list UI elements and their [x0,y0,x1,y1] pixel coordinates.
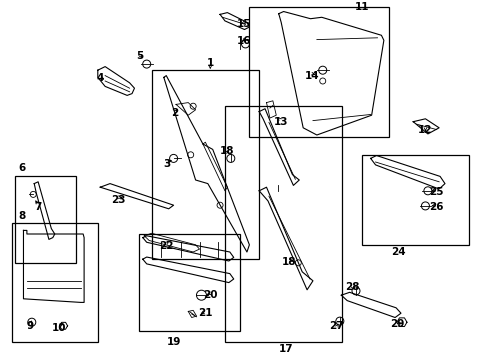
Text: 21: 21 [198,308,212,318]
Text: 22: 22 [159,240,173,251]
Bar [12,223,98,342]
Text: 24: 24 [390,247,405,257]
Text: 16: 16 [237,36,251,46]
Text: 17: 17 [278,344,293,354]
Bar [139,234,239,331]
Text: 18: 18 [219,146,234,156]
Text: 1: 1 [206,58,213,68]
Text: 14: 14 [304,71,319,81]
Text: 9: 9 [27,321,34,331]
Text: 25: 25 [428,186,443,197]
Text: 11: 11 [354,2,368,12]
Bar [224,106,342,342]
Text: 10: 10 [51,323,66,333]
Text: 27: 27 [328,321,343,331]
Text: 19: 19 [166,337,181,347]
Text: 12: 12 [417,125,432,135]
Text: 29: 29 [389,319,404,329]
Bar [151,70,259,259]
Text: 3: 3 [163,159,170,169]
Bar [361,155,468,245]
Text: 23: 23 [111,195,125,205]
Bar [249,7,388,137]
Text: 13: 13 [273,117,287,127]
Text: 4: 4 [96,73,104,84]
Text: 20: 20 [203,290,217,300]
Text: 7: 7 [34,202,42,212]
Text: 8: 8 [19,211,25,221]
Text: 18: 18 [282,257,296,267]
Text: 26: 26 [428,202,443,212]
Bar [15,176,76,263]
Text: 2: 2 [171,108,178,118]
Text: 28: 28 [344,282,359,292]
Text: 5: 5 [136,51,142,61]
Text: 6: 6 [19,163,25,174]
Text: 15: 15 [237,19,251,30]
